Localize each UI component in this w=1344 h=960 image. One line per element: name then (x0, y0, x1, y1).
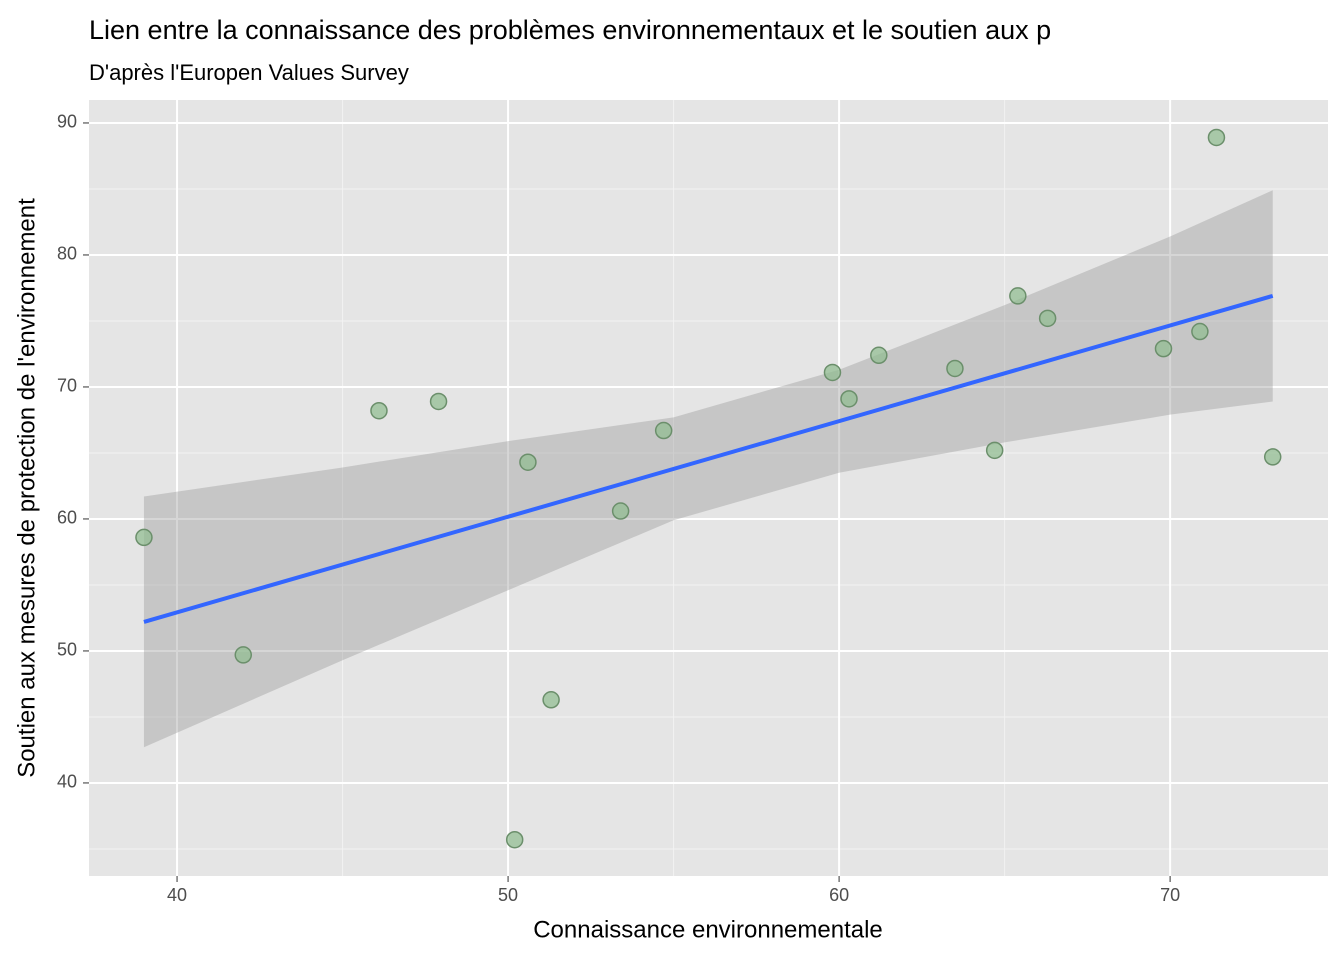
x-tick-label: 70 (1160, 885, 1180, 905)
point (234, 646, 253, 664)
x-tick-label: 60 (829, 885, 849, 905)
fit-line (143, 293, 1274, 624)
point (1154, 339, 1173, 358)
point (1207, 128, 1226, 147)
chart-title: Lien entre la connaissance des problèmes… (89, 15, 1051, 45)
point (1038, 309, 1057, 328)
point (505, 830, 524, 849)
chart-subtitle: D'après l'Europen Values Survey (89, 60, 409, 85)
y-tick-label: 70 (57, 376, 77, 396)
x-tick-label: 40 (167, 885, 187, 905)
point (135, 528, 153, 547)
point (946, 359, 964, 378)
y-tick-label: 90 (57, 112, 77, 132)
point (985, 441, 1004, 460)
point (429, 392, 448, 411)
point (611, 502, 630, 520)
x-axis-title: Connaissance environnementale (533, 916, 883, 943)
point (519, 453, 537, 471)
y-tick-label: 50 (57, 640, 77, 660)
point (1191, 322, 1209, 341)
point (1263, 448, 1282, 466)
point (840, 390, 858, 408)
point (1009, 287, 1027, 305)
y-tick-label: 80 (57, 244, 77, 264)
point (870, 346, 888, 365)
point (823, 363, 842, 382)
point (654, 421, 673, 440)
y-axis-title: Soutien aux mesures de protection de l'e… (13, 198, 40, 778)
x-tick-label: 50 (498, 885, 518, 905)
point (542, 691, 560, 709)
y-tick-label: 40 (57, 772, 77, 792)
confidence-band (143, 190, 1273, 748)
plot-panel (89, 100, 1328, 876)
point (370, 401, 388, 420)
y-tick-label: 60 (57, 508, 77, 528)
